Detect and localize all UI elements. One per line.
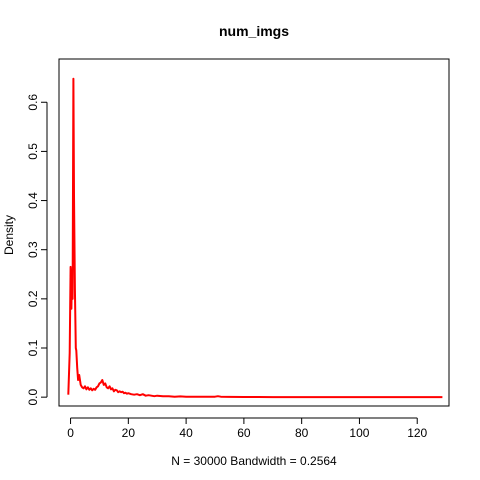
x-axis: 0 20 40 60 80 100 120 [67,417,428,440]
series-layer [67,77,443,399]
y-tick-label: 0.2 [26,290,40,307]
y-axis: 0.0 0.1 0.2 0.3 0.4 0.5 0.6 [26,94,48,405]
density-line [67,77,443,399]
x-tick-label: 100 [349,426,369,440]
x-tick-label: 20 [122,426,136,440]
y-tick-label: 0.1 [26,339,40,356]
x-tick-label: 80 [295,426,309,440]
plot-box [58,58,450,407]
y-tick-label: 0.6 [26,94,40,111]
y-tick-label: 0.4 [26,192,40,209]
x-tick-label: 60 [237,426,251,440]
y-axis-title: Density [2,215,16,255]
plot-frame [58,58,450,407]
x-tick-label: 120 [407,426,427,440]
x-tick-label: 0 [67,426,74,440]
chart-title: num_imgs [219,23,289,39]
y-tick-label: 0.0 [26,388,40,405]
x-tick-label: 40 [179,426,193,440]
x-axis-title: N = 30000 Bandwidth = 0.2564 [171,454,337,468]
y-tick-label: 0.5 [26,143,40,160]
y-tick-label: 0.3 [26,241,40,258]
